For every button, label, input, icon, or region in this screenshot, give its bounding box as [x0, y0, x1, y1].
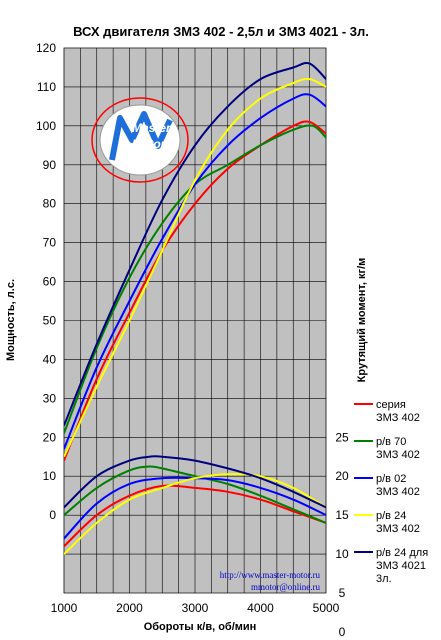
series: [64, 62, 326, 555]
x-tick-label: 4000: [247, 601, 274, 615]
legend-label: ЗМЗ 402: [376, 523, 420, 535]
left-tick-label: 0: [49, 508, 56, 522]
legend-label: р/в 24 для: [376, 547, 428, 559]
left-tick-label: 120: [36, 41, 56, 55]
right-tick-label: 0: [339, 625, 346, 639]
legend-label: ЗМЗ 402: [376, 486, 420, 498]
x-tick-label: 5000: [313, 601, 340, 615]
left-tick-label: 30: [43, 391, 57, 405]
website-annotation: http://www.master-motor.ru: [220, 570, 321, 580]
left-tick-label: 100: [36, 119, 56, 133]
legend-label: 3л.: [376, 573, 392, 585]
left-tick-label: 10: [43, 469, 57, 483]
x-axis-label: Обороты к/в, об/мин: [144, 621, 257, 633]
legend-label: р/в 24: [376, 510, 406, 522]
x-tick-label: 3000: [182, 601, 209, 615]
legend-label: ЗМЗ 402: [376, 412, 420, 424]
right-tick-label: 20: [335, 469, 349, 483]
email-annotation: mmotor@online.ru: [251, 582, 321, 592]
torque-curve-0: [64, 484, 326, 548]
left-tick-label: 80: [43, 197, 57, 211]
left-tick-label: 70: [43, 236, 57, 250]
left-tick-label: 50: [43, 314, 57, 328]
right-tick-label: 25: [335, 430, 349, 444]
power-curve-1: [64, 124, 326, 434]
legend-label: р/в 70: [376, 436, 406, 448]
right-axis-label: Крутящий момент, кг/м: [356, 258, 368, 383]
legend-label: серия: [376, 399, 406, 411]
left-tick-label: 110: [37, 80, 56, 94]
left-tick-label: 40: [43, 352, 57, 366]
x-tick-label: 1000: [51, 601, 78, 615]
right-tick-label: 15: [335, 508, 349, 522]
power-curve-0: [64, 120, 326, 461]
legend-label: ЗМЗ 4021: [376, 560, 426, 572]
chart-title: ВСХ двигателя ЗМЗ 402 - 2,5л и ЗМЗ 4021 …: [73, 24, 369, 39]
logo-text-bottom: Motor: [132, 137, 167, 151]
left-tick-label: 60: [43, 275, 57, 289]
right-tick-label: 10: [335, 547, 349, 561]
x-tick-label: 2000: [116, 601, 143, 615]
power-curve-3: [64, 77, 326, 458]
left-axis-label: Мощность, л.с.: [5, 279, 17, 361]
power-curve-4: [64, 62, 326, 426]
torque-curve-4: [64, 455, 326, 509]
power-curve-2: [64, 93, 326, 450]
legend-label: ЗМЗ 402: [376, 449, 420, 461]
master-motor-logo: Master Motor: [91, 97, 189, 183]
logo-text-top: Master: [132, 121, 172, 135]
x-axis-ticks: 1000 2000 3000 4000 5000: [51, 601, 340, 615]
right-axis-ticks: 0 5 10 15 20 25: [335, 430, 349, 639]
left-tick-label: 20: [43, 430, 57, 444]
legend-label: р/в 02: [376, 473, 406, 485]
right-tick-label: 5: [339, 586, 346, 600]
torque-curve-3: [64, 473, 326, 555]
torque-curve-1: [64, 465, 326, 524]
left-tick-label: 90: [43, 158, 57, 172]
left-axis-ticks: 0 10 20 30 40 50 60 70 80 90 100 110 120: [36, 41, 56, 522]
